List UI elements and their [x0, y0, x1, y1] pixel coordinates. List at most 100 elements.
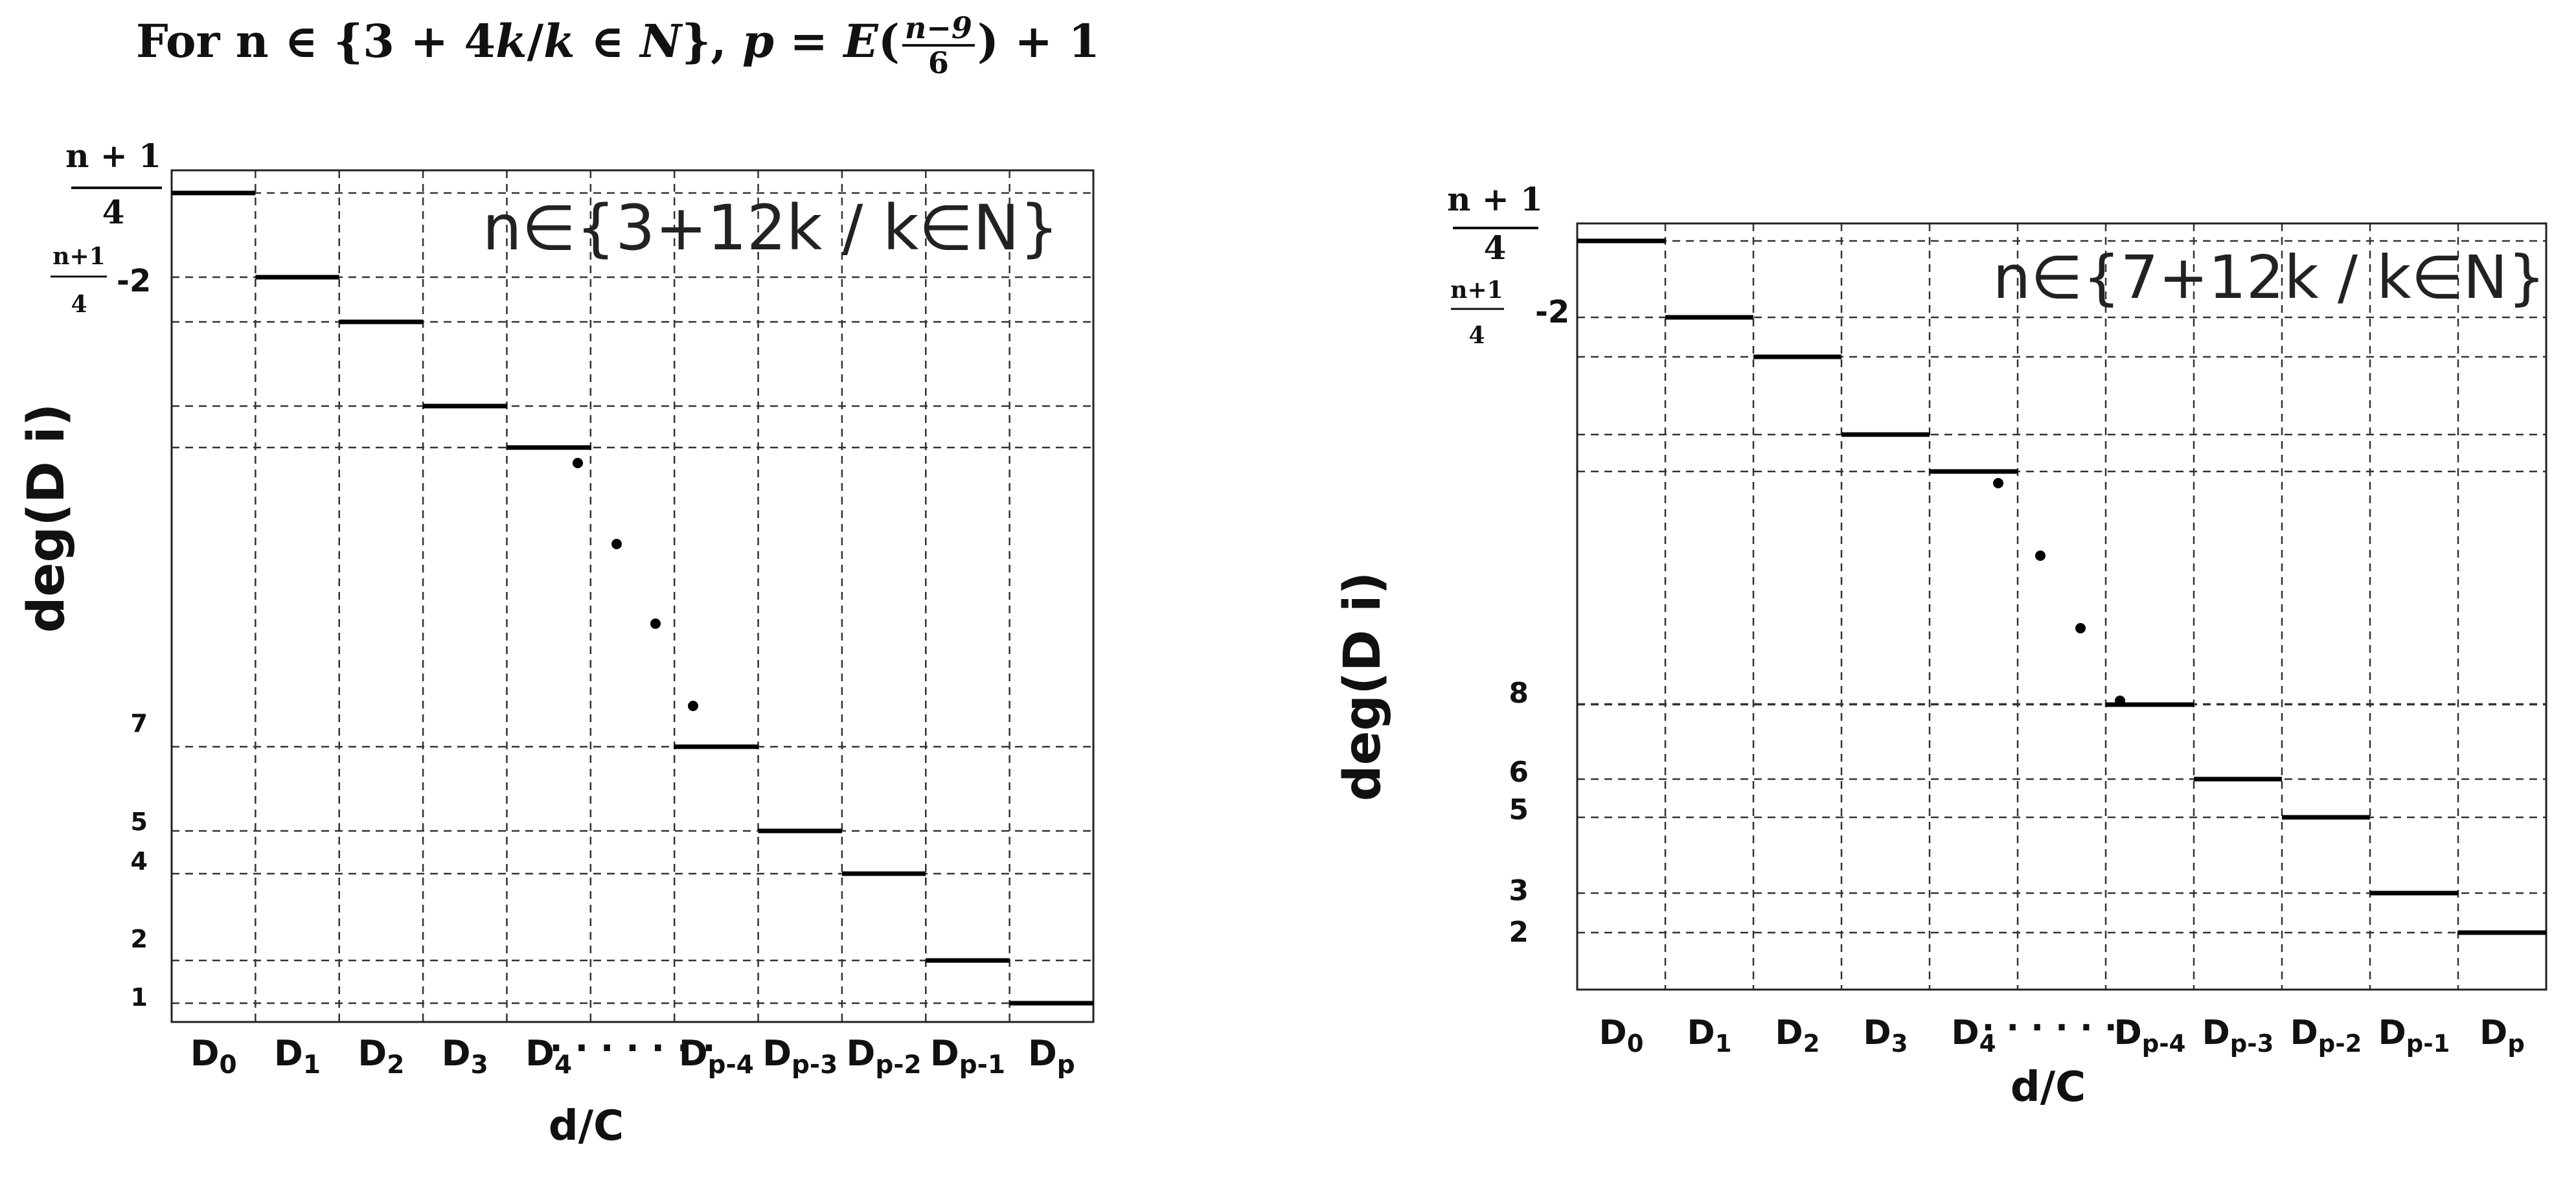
x-tick-label: D3	[1864, 1014, 1908, 1058]
x-tick-label: Dp-4	[2114, 1014, 2186, 1058]
x-tick-subscript: p-1	[2406, 1030, 2450, 1058]
plot-frame	[170, 169, 1095, 1023]
x-axis-label: d/C	[2011, 1063, 2086, 1111]
x-tick-label: Dp-2	[847, 1033, 922, 1080]
y-tick-top-denominator: 4	[1484, 229, 1507, 267]
x-tick-base: D	[1599, 1014, 1627, 1052]
set-annotation: n∈{3+12k / k∈N}	[483, 192, 1059, 264]
x-tick-base: D	[1028, 1033, 1057, 1074]
x-tick-subscript: 4	[554, 1050, 572, 1080]
x-tick-subscript: 2	[387, 1050, 404, 1080]
title-slash: /	[527, 14, 544, 68]
x-tick-subscript: 1	[1715, 1030, 1732, 1058]
title-k: k	[496, 14, 527, 68]
ellipsis-dot	[2075, 623, 2086, 633]
x-tick-label: Dp-3	[2202, 1014, 2274, 1058]
y-tick-second-numerator: n+1	[52, 243, 105, 270]
y-tick-second-denominator: 4	[1468, 322, 1485, 349]
x-tick-subscript: 3	[1891, 1030, 1908, 1058]
ellipsis-dot	[2035, 550, 2046, 561]
x-tick-ellipsis: · · · · · · ·	[1982, 1008, 2142, 1047]
x-tick-base: D	[2290, 1014, 2318, 1052]
x-tick-label: Dp	[1028, 1033, 1075, 1080]
page-title: For n ∈ {3 + 4k/k ∈ N}, p = E(n−9 6) + 1	[136, 12, 1100, 79]
x-tick-subscript: p	[1057, 1050, 1075, 1080]
ellipsis-dot	[650, 618, 661, 629]
x-axis-label: d/C	[549, 1102, 624, 1150]
x-tick-base: D	[2114, 1014, 2142, 1052]
title-fraction: n−9 6	[902, 12, 975, 79]
y-tick-second-denominator: 4	[71, 291, 87, 318]
x-tick-label: Dp-4	[679, 1033, 754, 1080]
x-tick-base: D	[525, 1033, 554, 1074]
x-tick-subscript: p-1	[959, 1050, 1005, 1080]
x-tick-subscript: p-4	[2142, 1030, 2186, 1058]
x-tick-subscript: p-3	[2230, 1030, 2274, 1058]
y-tick-top-numerator: n + 1	[1447, 180, 1543, 218]
y-tick-second-suffix: -2	[117, 263, 151, 299]
x-tick-base: D	[847, 1033, 876, 1074]
x-tick-label: D3	[442, 1033, 488, 1080]
x-tick-base: D	[679, 1033, 708, 1074]
x-tick-subscript: p-4	[708, 1050, 754, 1080]
y-tick-label: 2	[131, 925, 148, 953]
title-prefix: For n ∈ {3 + 4	[136, 14, 496, 68]
title-lparen: (	[878, 14, 900, 68]
title-rparen: )	[977, 14, 999, 68]
ellipsis-dot	[2115, 696, 2125, 706]
x-tick-label: D0	[190, 1033, 237, 1080]
x-tick-subscript: p-2	[2318, 1030, 2362, 1058]
x-tick-label: Dp	[2479, 1014, 2525, 1058]
title-frac-num: n−9	[902, 12, 975, 47]
x-tick-subscript: 1	[303, 1050, 321, 1080]
x-tick-label: D1	[1687, 1014, 1732, 1058]
y-tick-label: 6	[1509, 756, 1529, 789]
x-tick-label: Dp-1	[2378, 1014, 2450, 1058]
y-tick-label: 5	[1509, 793, 1529, 826]
title-E: E	[843, 14, 878, 68]
ellipsis-dot	[573, 458, 583, 468]
set-annotation: n∈{7+12k / k∈N}	[1993, 243, 2546, 312]
x-tick-base: D	[2202, 1014, 2230, 1052]
x-tick-subscript: 3	[471, 1050, 488, 1080]
title-in: ∈	[575, 14, 641, 68]
x-tick-subscript: 0	[220, 1050, 237, 1080]
x-tick-subscript: p-2	[875, 1050, 921, 1080]
plot-frame	[1576, 222, 2548, 991]
x-tick-label: Dp-1	[930, 1033, 1005, 1080]
title-suffix: + 1	[998, 14, 1100, 68]
title-p: p	[742, 14, 774, 68]
ellipsis-dot	[688, 701, 698, 711]
y-tick-top-denominator: 4	[102, 193, 125, 231]
y-tick-label: 4	[131, 847, 148, 876]
x-tick-base: D	[1952, 1014, 1979, 1052]
y-tick-top-numerator: n + 1	[65, 137, 161, 175]
x-tick-label: Dp-3	[762, 1033, 838, 1080]
x-tick-label: D0	[1599, 1014, 1644, 1058]
y-tick-label: 1	[131, 983, 148, 1012]
x-tick-subscript: 2	[1803, 1030, 1820, 1058]
x-tick-base: D	[274, 1033, 303, 1074]
x-tick-base: D	[1864, 1014, 1891, 1052]
x-tick-subscript: p-3	[792, 1050, 838, 1080]
x-tick-label: D2	[358, 1033, 404, 1080]
y-tick-label: 5	[131, 808, 148, 836]
x-tick-base: D	[442, 1033, 471, 1074]
ellipsis-dot	[611, 539, 622, 549]
x-tick-label: D4	[1952, 1014, 1996, 1058]
y-tick-label: 3	[1509, 874, 1529, 907]
title-frac-den: 6	[928, 45, 949, 80]
x-tick-base: D	[358, 1033, 387, 1074]
x-tick-subscript: p	[2507, 1030, 2525, 1058]
y-tick-second-suffix: -2	[1535, 294, 1569, 330]
x-tick-base: D	[190, 1033, 220, 1074]
x-tick-base: D	[930, 1033, 959, 1074]
title-k2: k	[543, 14, 575, 68]
x-tick-ellipsis: · · · · · · ·	[549, 1028, 715, 1069]
x-tick-base: D	[2479, 1014, 2507, 1052]
x-tick-subscript: 4	[1979, 1030, 1996, 1058]
x-tick-base: D	[1775, 1014, 1803, 1052]
